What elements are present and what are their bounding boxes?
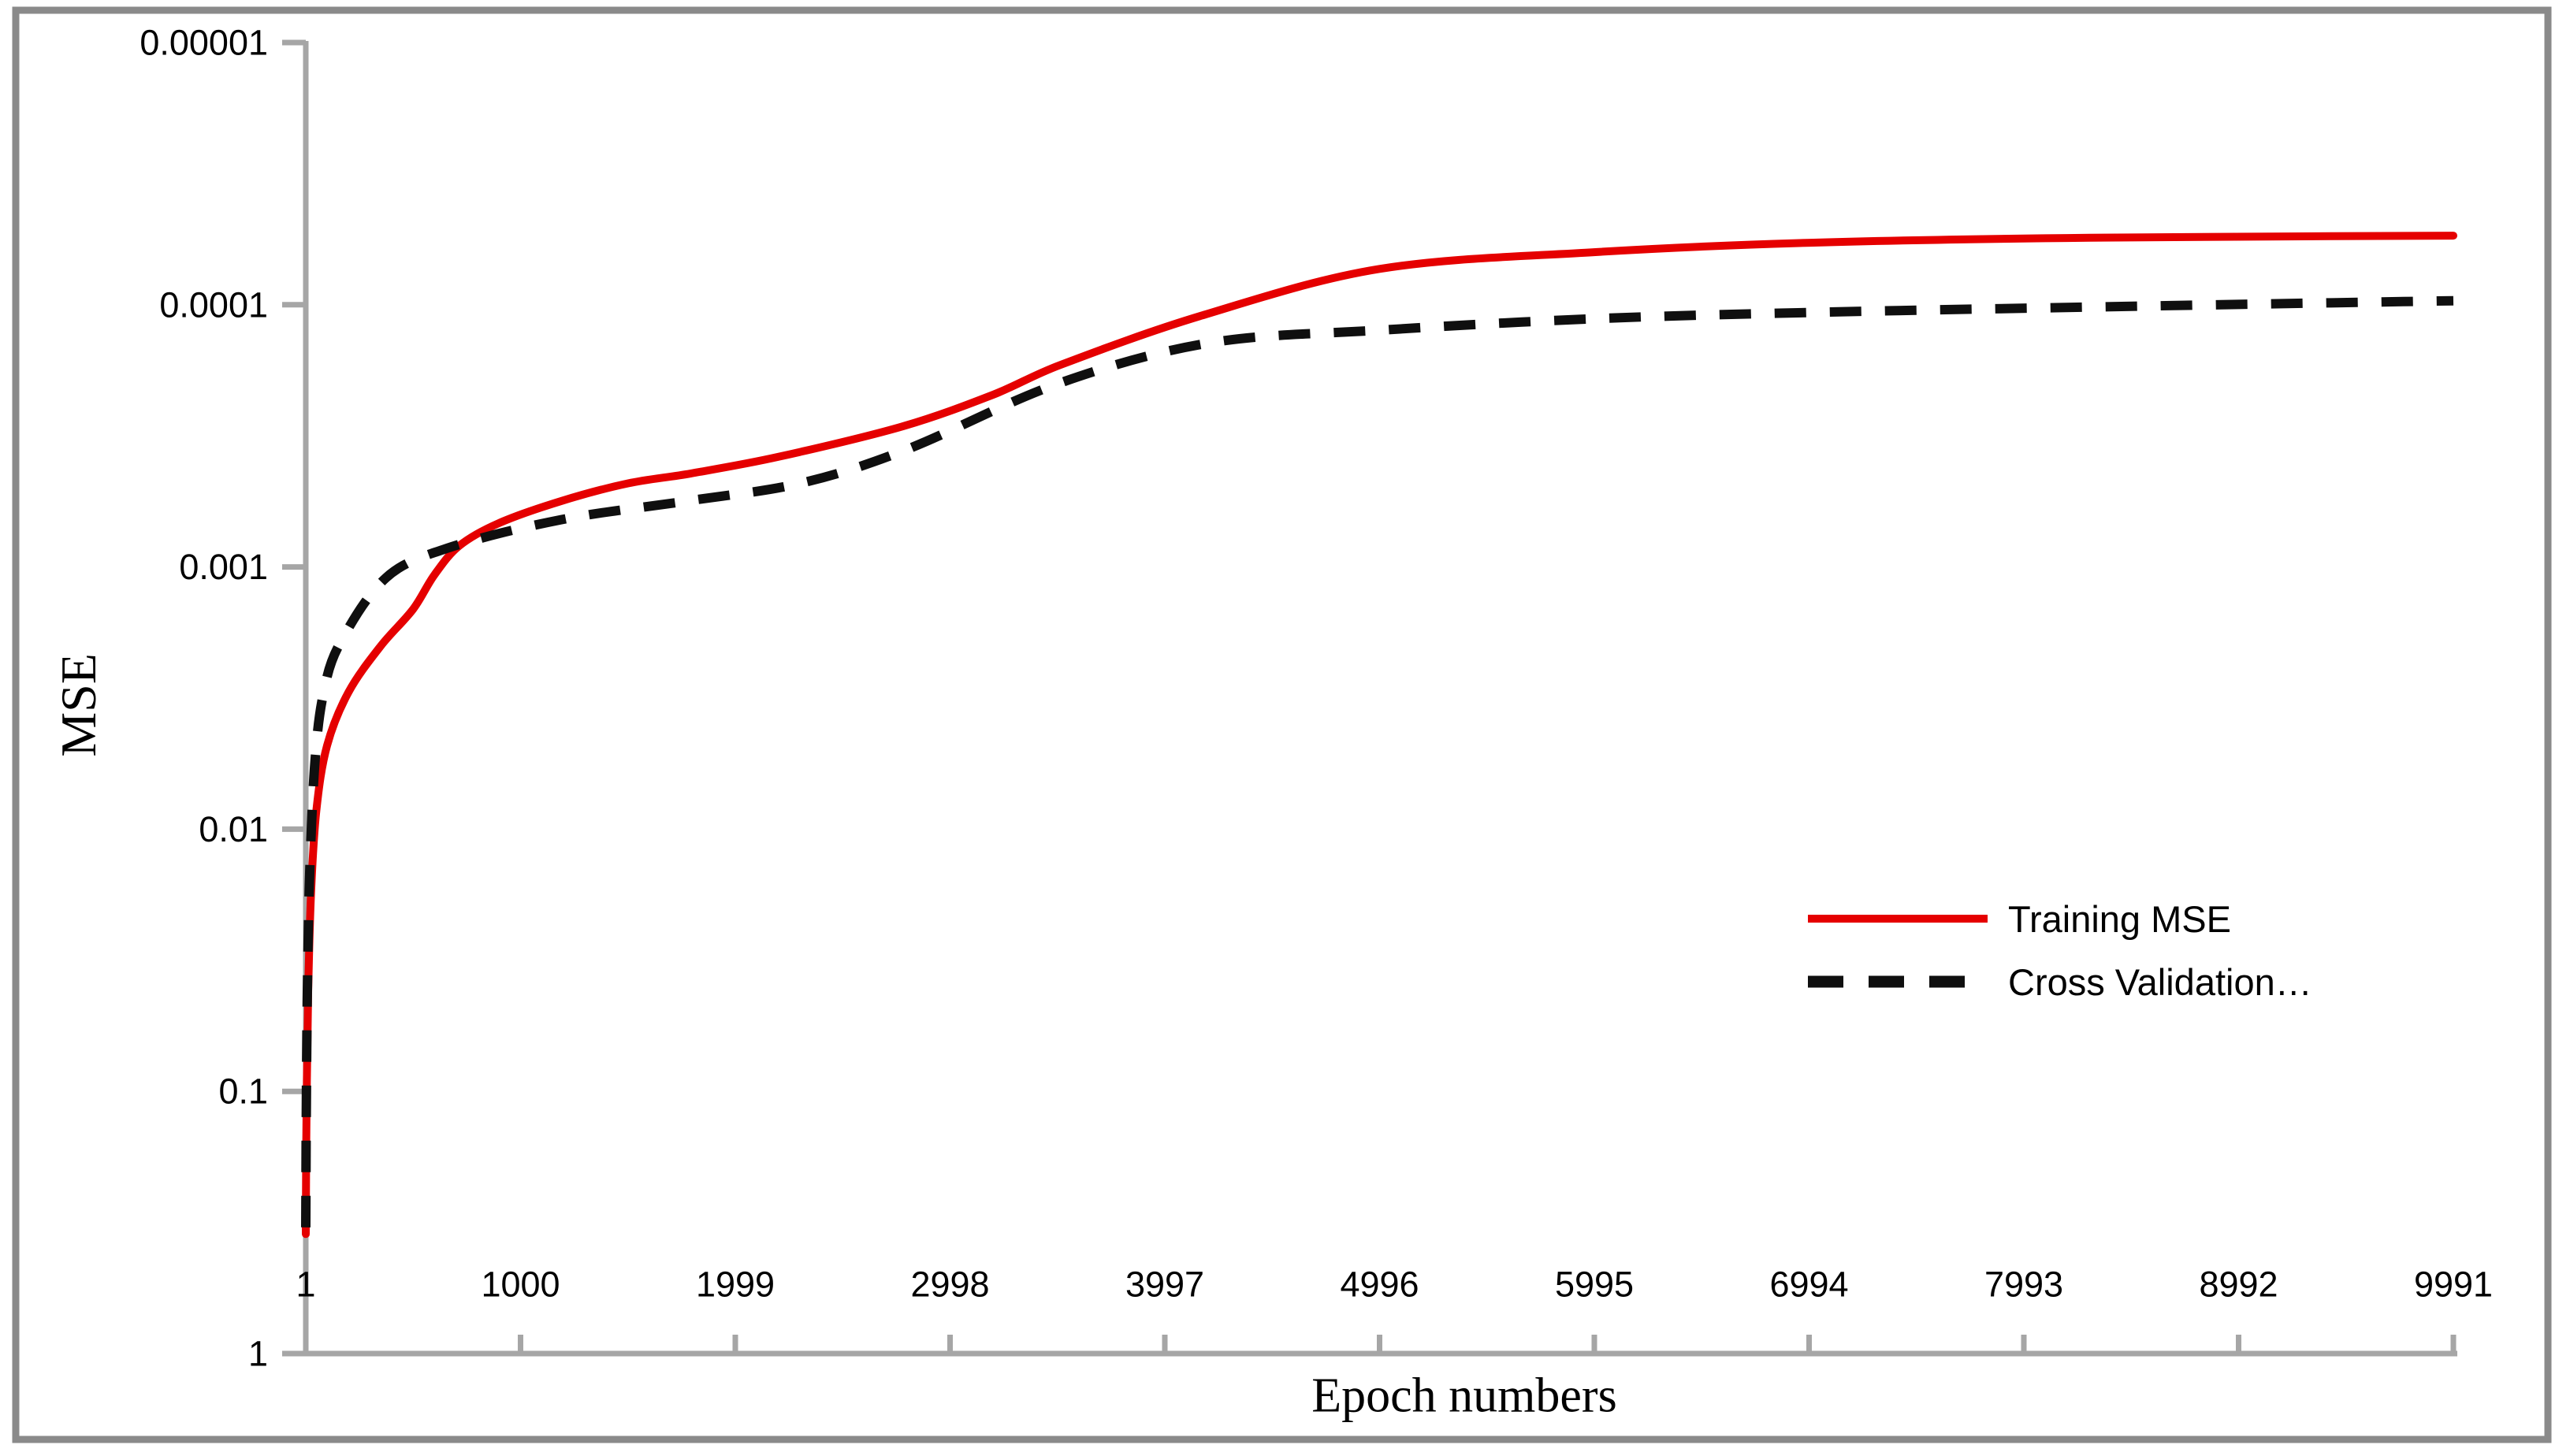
legend-item-training-mse: Training MSE <box>1808 887 2312 950</box>
y-tick-label: 0.01 <box>199 809 268 849</box>
x-tick-label: 8992 <box>2199 1265 2278 1305</box>
y-tick-label: 0.0001 <box>159 284 268 325</box>
training-mse-curve <box>302 232 2457 1239</box>
cross-validation-curve <box>301 295 2454 1228</box>
figure-border <box>12 6 2552 1443</box>
x-tick-label: 1 <box>296 1265 315 1305</box>
y-tick-label: 0.00001 <box>139 23 268 63</box>
x-tick-label: 5995 <box>1555 1265 1634 1305</box>
y-axis-title: MSE <box>50 653 106 757</box>
x-tick-label: 2998 <box>910 1265 989 1305</box>
x-tick-label: 9991 <box>2414 1265 2493 1305</box>
x-tick-label: 4996 <box>1340 1265 1419 1305</box>
y-tick-label: 1 <box>248 1334 268 1374</box>
x-tick-label: 1999 <box>696 1265 775 1305</box>
cross-validation-line-swatch <box>1808 975 1966 988</box>
legend: Training MSE Cross Validation… <box>1808 887 2312 1013</box>
legend-label-training-mse: Training MSE <box>2008 897 2231 940</box>
x-tick-label: 6994 <box>1769 1265 1848 1305</box>
y-tick-label: 0.001 <box>179 547 268 587</box>
legend-item-cross-validation: Cross Validation… <box>1808 950 2312 1013</box>
x-tick-label: 1000 <box>481 1265 560 1305</box>
training-mse-line-swatch <box>1808 915 1988 923</box>
x-axis-title: Epoch numbers <box>1311 1369 1617 1423</box>
x-tick-label: 7993 <box>1984 1265 2063 1305</box>
x-tick-label: 3997 <box>1125 1265 1204 1305</box>
y-tick-label: 0.1 <box>218 1072 268 1112</box>
legend-label-cross-validation: Cross Validation… <box>2008 960 2312 1003</box>
